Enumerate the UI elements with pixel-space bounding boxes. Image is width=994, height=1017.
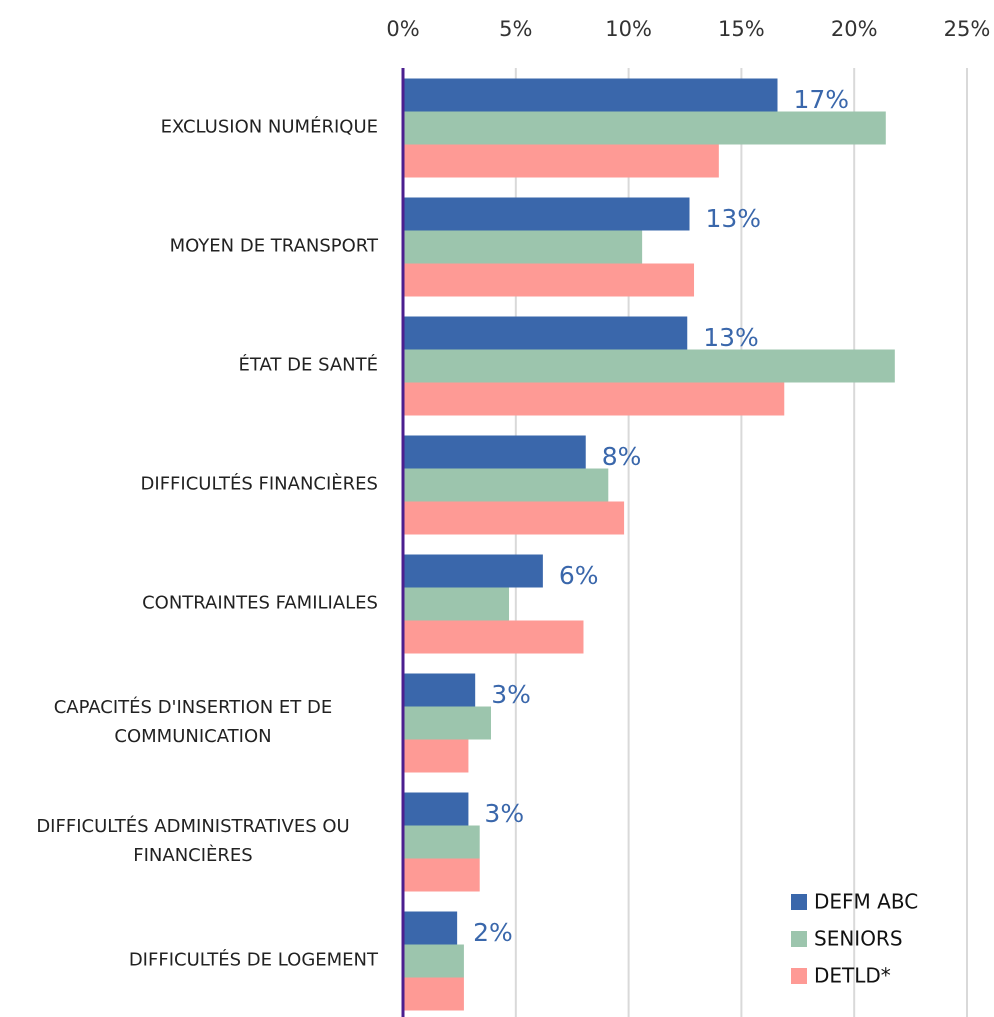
bar <box>403 197 690 231</box>
x-tick-label: 25% <box>944 17 991 41</box>
y-tick-label: DIFFICULTÉS DE LOGEMENT <box>128 949 378 971</box>
data-label: 8% <box>602 442 642 471</box>
bar <box>403 620 584 654</box>
bar <box>403 739 469 773</box>
y-tick-label: ÉTAT DE SANTÉ <box>238 354 378 376</box>
bar <box>403 435 586 469</box>
bar <box>403 706 491 740</box>
bar <box>403 349 895 383</box>
legend-label: DEFM ABC <box>814 890 918 914</box>
x-tick-label: 5% <box>499 17 532 41</box>
y-tick-label: DIFFICULTÉS ADMINISTRATIVES OU FINANCIÈR… <box>36 816 350 866</box>
data-label: 3% <box>484 799 524 828</box>
bar <box>403 144 719 178</box>
bar <box>403 230 643 264</box>
bar <box>403 501 625 535</box>
bar <box>403 673 476 707</box>
bar <box>403 78 778 112</box>
legend-label: DETLD* <box>814 964 891 988</box>
bar <box>403 911 458 945</box>
data-label: 13% <box>706 204 762 233</box>
y-tick-label: EXCLUSION NUMÉRIQUE <box>160 116 378 138</box>
bar <box>403 111 886 145</box>
legend-label: SENIORS <box>814 927 903 951</box>
legend-swatch <box>791 968 807 984</box>
data-label: 2% <box>473 918 513 947</box>
y-tick-label: DIFFICULTÉS FINANCIÈRES <box>140 473 378 495</box>
bar <box>403 263 695 297</box>
bar <box>403 468 609 502</box>
data-label: 3% <box>491 680 531 709</box>
bar <box>403 977 464 1011</box>
data-label: 17% <box>793 85 849 114</box>
y-tick-label: MOYEN DE TRANSPORT <box>169 235 378 257</box>
x-tick-label: 10% <box>605 17 652 41</box>
legend-swatch <box>791 931 807 947</box>
bar <box>403 825 480 859</box>
data-label: 6% <box>559 561 599 590</box>
data-label: 13% <box>703 323 759 352</box>
bar <box>403 382 785 416</box>
legend-swatch <box>791 894 807 910</box>
bar <box>403 587 510 621</box>
bar <box>403 858 480 892</box>
bar <box>403 554 543 588</box>
y-tick-label: CONTRAINTES FAMILIALES <box>142 592 378 614</box>
y-tick-label: CAPACITÉS D'INSERTION ET DE COMMUNICATIO… <box>53 697 333 747</box>
x-tick-label: 0% <box>386 17 419 41</box>
bar <box>403 792 469 826</box>
x-tick-label: 15% <box>718 17 765 41</box>
bar <box>403 944 464 978</box>
x-tick-label: 20% <box>831 17 878 41</box>
bar <box>403 316 688 350</box>
